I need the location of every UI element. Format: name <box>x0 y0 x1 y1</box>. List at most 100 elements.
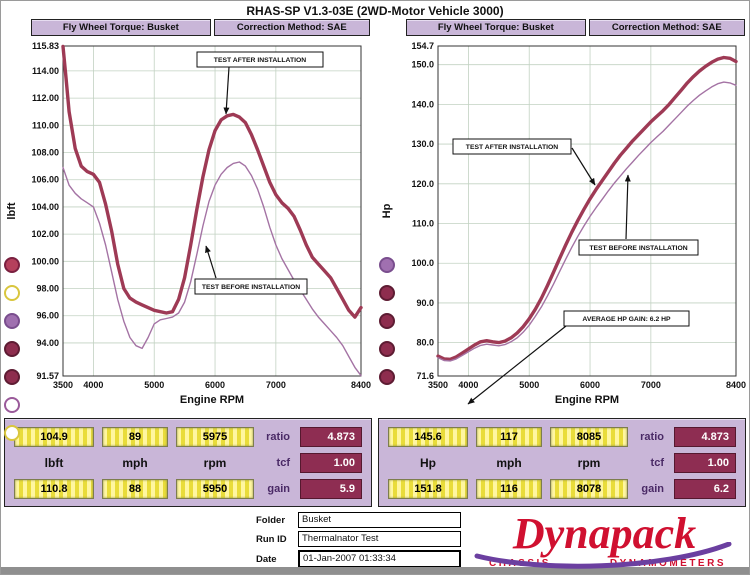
svg-text:154.7: 154.7 <box>411 41 434 51</box>
svg-text:7000: 7000 <box>266 380 286 390</box>
torque-legend-dots <box>4 257 20 441</box>
tcf-label: tcf <box>650 456 664 469</box>
svg-text:4000: 4000 <box>83 380 103 390</box>
rpm-unit-label: rpm <box>577 455 601 470</box>
legend-dot-icon[interactable] <box>4 397 20 413</box>
hp-unit-label: Hp <box>420 455 436 470</box>
rpm-before-display: 5975 <box>176 426 254 447</box>
footer: Folder Busket Run ID Thermalnator Test D… <box>1 512 749 571</box>
tcf-value: 1.00 <box>300 452 362 473</box>
svg-text:140.0: 140.0 <box>411 99 434 109</box>
date-label: Date <box>256 553 277 565</box>
torque-after-value-display: 110.8 <box>14 478 94 499</box>
svg-text:TEST AFTER INSTALLATION: TEST AFTER INSTALLATION <box>214 57 306 64</box>
torque-chart-block: Fly Wheel Torque: Busket Correction Meth… <box>1 19 376 441</box>
scan-edge-strip <box>1 567 749 574</box>
svg-text:80.0: 80.0 <box>416 338 434 348</box>
legend-dot-icon[interactable] <box>4 285 20 301</box>
date-field[interactable]: 01-Jan-2007 01:33:34 <box>298 550 461 568</box>
readout-panels-row: 104.9 89 5975 ratio 4.873 lbft mph rpm t… <box>1 414 749 507</box>
hp-chart-block: Fly Wheel Torque: Busket Correction Meth… <box>376 19 749 414</box>
torque-source-header: Fly Wheel Torque: Busket <box>31 19 211 36</box>
svg-text:106.00: 106.00 <box>31 175 59 185</box>
torque-before-value-display: 104.9 <box>14 426 94 447</box>
svg-text:5000: 5000 <box>519 380 539 390</box>
torque-readout-panel: 104.9 89 5975 ratio 4.873 lbft mph rpm t… <box>4 418 372 507</box>
svg-text:98.00: 98.00 <box>36 284 59 294</box>
tcf-value: 1.00 <box>674 452 736 473</box>
run-id-field[interactable]: Thermalnator Test <box>298 531 461 547</box>
rpm-after-display: 5950 <box>176 478 254 499</box>
speed-unit-label: mph <box>496 455 522 470</box>
legend-dot-icon[interactable] <box>379 369 395 385</box>
legend-dot-icon[interactable] <box>4 369 20 385</box>
svg-text:71.6: 71.6 <box>416 371 434 381</box>
svg-text:115.83: 115.83 <box>32 41 59 51</box>
hp-readout-panel: 145.6 117 8085 ratio 4.873 Hp mph rpm tc… <box>378 418 746 507</box>
rpm-before-display: 8085 <box>550 426 628 447</box>
hp-source-header: Fly Wheel Torque: Busket <box>406 19 586 36</box>
legend-dot-icon[interactable] <box>4 257 20 273</box>
hp-before-value-display: 145.6 <box>388 426 468 447</box>
logo-swoosh-icon <box>474 542 732 569</box>
ratio-label: ratio <box>640 430 664 443</box>
svg-text:94.00: 94.00 <box>36 338 59 348</box>
svg-text:102.00: 102.00 <box>31 229 59 239</box>
svg-text:6000: 6000 <box>205 380 225 390</box>
svg-text:TEST BEFORE INSTALLATION: TEST BEFORE INSTALLATION <box>202 284 300 291</box>
legend-dot-icon[interactable] <box>379 313 395 329</box>
svg-text:TEST BEFORE INSTALLATION: TEST BEFORE INSTALLATION <box>589 245 687 252</box>
svg-text:Engine RPM: Engine RPM <box>555 394 619 406</box>
gain-label: gain <box>267 482 290 495</box>
legend-dot-icon[interactable] <box>379 341 395 357</box>
svg-text:108.00: 108.00 <box>31 148 59 158</box>
rpm-unit-label: rpm <box>203 455 227 470</box>
svg-text:8400: 8400 <box>726 380 746 390</box>
svg-text:110.00: 110.00 <box>32 120 59 130</box>
svg-text:Engine RPM: Engine RPM <box>180 394 244 406</box>
hp-gain-value: 6.2 <box>674 478 736 499</box>
window-title: RHAS-SP V1.3-03E (2WD-Motor Vehicle 3000… <box>246 4 504 18</box>
svg-text:112.00: 112.00 <box>32 93 59 103</box>
speed-before-display: 89 <box>102 426 168 447</box>
svg-text:110.0: 110.0 <box>412 219 434 229</box>
svg-text:120.0: 120.0 <box>411 179 434 189</box>
run-id-label: Run ID <box>256 533 287 545</box>
svg-text:91.57: 91.57 <box>36 371 59 381</box>
dynapack-wordmark: Dynapack <box>512 509 697 558</box>
tcf-label: tcf <box>276 456 290 469</box>
hp-legend-dots <box>379 257 395 385</box>
svg-text:104.00: 104.00 <box>31 202 59 212</box>
svg-text:90.0: 90.0 <box>416 298 434 308</box>
ratio-label: ratio <box>266 430 290 443</box>
svg-text:100.00: 100.00 <box>31 256 59 266</box>
svg-text:3500: 3500 <box>428 380 448 390</box>
gain-label: gain <box>641 482 664 495</box>
legend-dot-icon[interactable] <box>379 285 395 301</box>
hp-after-value-display: 151.8 <box>388 478 468 499</box>
svg-text:7000: 7000 <box>641 380 661 390</box>
speed-before-display: 117 <box>476 426 542 447</box>
dynapack-logo: Dynapack CHASSIS DYNAMOMETERS <box>467 512 742 571</box>
legend-dot-icon[interactable] <box>379 257 395 273</box>
folder-field[interactable]: Busket <box>298 512 461 528</box>
legend-dot-icon[interactable] <box>4 341 20 357</box>
svg-text:AVERAGE HP GAIN: 6.2 HP: AVERAGE HP GAIN: 6.2 HP <box>582 316 671 323</box>
svg-text:8400: 8400 <box>351 380 371 390</box>
ratio-value: 4.873 <box>674 426 736 447</box>
svg-text:96.00: 96.00 <box>36 311 59 321</box>
svg-text:4000: 4000 <box>458 380 478 390</box>
speed-after-display: 116 <box>476 478 542 499</box>
svg-text:114.00: 114.00 <box>32 66 59 76</box>
svg-text:130.0: 130.0 <box>411 139 434 149</box>
torque-unit-label: lbft <box>44 455 64 470</box>
run-info-fields: Folder Busket Run ID Thermalnator Test D… <box>256 512 461 571</box>
rpm-after-display: 8078 <box>550 478 628 499</box>
legend-dot-icon[interactable] <box>4 313 20 329</box>
legend-dot-icon[interactable] <box>4 425 20 441</box>
torque-gain-value: 5.9 <box>300 478 362 499</box>
charts-row: Fly Wheel Torque: Busket Correction Meth… <box>1 19 749 441</box>
ratio-value: 4.873 <box>300 426 362 447</box>
logo-tagline-dynamometers: DYNAMOMETERS <box>609 558 726 569</box>
